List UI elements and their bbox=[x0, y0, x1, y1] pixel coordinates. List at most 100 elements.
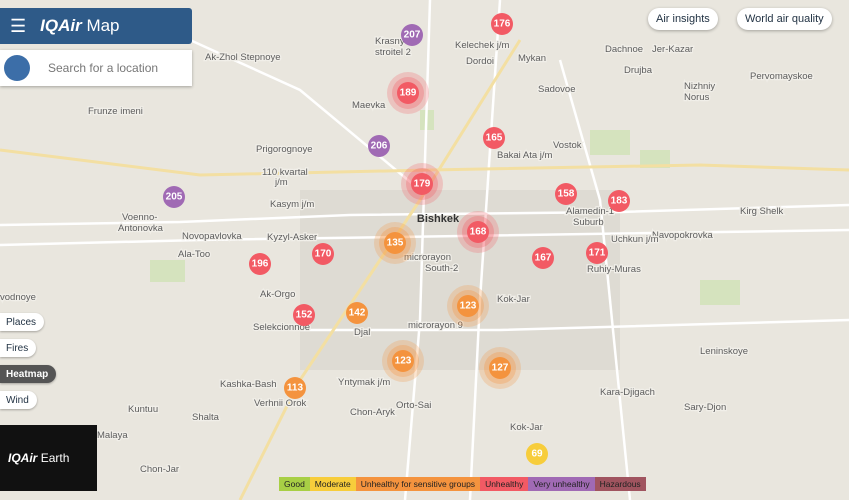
legend-item: Very unhealthy bbox=[528, 477, 595, 491]
aqi-marker[interactable] bbox=[608, 190, 630, 212]
place-label: 110 kvartal bbox=[262, 167, 308, 178]
fires-button[interactable]: Fires bbox=[0, 339, 37, 357]
aqi-value: 206 bbox=[371, 141, 388, 152]
aqi-marker[interactable] bbox=[526, 443, 548, 465]
place-label: Krasny bbox=[375, 36, 405, 47]
aqi-value: 127 bbox=[492, 363, 509, 374]
aqi-marker[interactable] bbox=[397, 82, 419, 104]
road bbox=[0, 228, 849, 247]
place-label: Malaya bbox=[97, 430, 128, 441]
aqi-marker[interactable] bbox=[489, 357, 511, 379]
aqi-marker[interactable] bbox=[483, 127, 505, 149]
world-air-quality-button[interactable]: World air quality bbox=[737, 8, 832, 30]
aqi-marker[interactable] bbox=[586, 242, 608, 264]
search-box[interactable]: Search for a location bbox=[0, 50, 192, 86]
park bbox=[700, 280, 740, 305]
aqi-value: 207 bbox=[404, 30, 421, 41]
place-label: Norus bbox=[684, 92, 710, 103]
aqi-value: 205 bbox=[166, 192, 183, 203]
legend-item: Unhealthy bbox=[480, 477, 529, 491]
place-label: Vostok bbox=[553, 140, 582, 151]
park bbox=[640, 150, 670, 168]
road bbox=[468, 0, 502, 500]
label: Wind bbox=[6, 394, 29, 406]
place-label: Orto-Sai bbox=[396, 400, 431, 411]
place-label: Dachnoe bbox=[605, 44, 643, 55]
aqi-marker[interactable] bbox=[249, 253, 271, 275]
place-label: Kasym j/m bbox=[270, 199, 314, 210]
aqi-marker[interactable] bbox=[163, 186, 185, 208]
aqi-value: 123 bbox=[395, 356, 412, 367]
label: World air quality bbox=[745, 13, 824, 25]
heatmap-button[interactable]: Heatmap bbox=[0, 365, 57, 383]
aqi-marker[interactable] bbox=[457, 295, 479, 317]
aqi-marker[interactable] bbox=[401, 24, 423, 46]
aqi-marker[interactable] bbox=[392, 350, 414, 372]
place-label: Drujba bbox=[624, 65, 653, 76]
park bbox=[150, 260, 185, 282]
aqi-value: 168 bbox=[470, 227, 487, 238]
wind-button[interactable]: Wind bbox=[0, 391, 37, 409]
place-label: Uchkun j/m bbox=[611, 234, 659, 245]
place-label: Kyzyl-Asker bbox=[267, 232, 317, 243]
aqi-value: 196 bbox=[252, 259, 269, 270]
place-label: Prigorognoye bbox=[256, 144, 313, 155]
aqi-marker[interactable] bbox=[555, 183, 577, 205]
place-label: South-2 bbox=[425, 263, 458, 274]
place-label: Navopokrovka bbox=[652, 230, 713, 241]
search-placeholder[interactable]: Search for a location bbox=[48, 61, 159, 75]
place-label: Novopavlovka bbox=[182, 231, 242, 242]
place-label: Dordoi bbox=[466, 56, 494, 67]
place-label: Chon-Aryk bbox=[350, 407, 395, 418]
place-label: Mykan bbox=[518, 53, 546, 64]
aqi-marker[interactable] bbox=[368, 135, 390, 157]
aqi-marker[interactable] bbox=[532, 247, 554, 269]
air-insights-button[interactable]: Air insights bbox=[648, 8, 718, 30]
place-label: Kara-Djigach bbox=[600, 387, 655, 398]
aqi-value: 189 bbox=[400, 88, 417, 99]
place-label: vodnoye bbox=[0, 292, 36, 303]
menu-icon[interactable]: ☰ bbox=[10, 15, 27, 36]
aqi-value: 167 bbox=[535, 253, 552, 264]
places-button[interactable]: Places bbox=[0, 313, 45, 331]
place-label: Ruhiy-Muras bbox=[587, 264, 641, 275]
aqi-marker[interactable] bbox=[411, 173, 433, 195]
place-label: Chon-Jar bbox=[140, 464, 179, 475]
place-label: Leninskoye bbox=[700, 346, 748, 357]
aqi-marker[interactable] bbox=[491, 13, 513, 35]
aqi-marker[interactable] bbox=[293, 304, 315, 326]
legend-item: Unhealthy for sensitive groups bbox=[355, 477, 481, 491]
place-label: Ak-Zhol Stepnoye bbox=[205, 52, 281, 63]
aqi-value: 183 bbox=[611, 196, 628, 207]
aqi-marker[interactable] bbox=[467, 221, 489, 243]
aqi-marker[interactable] bbox=[346, 302, 368, 324]
place-label: Nizhniy bbox=[684, 81, 715, 92]
place-label: Suburb bbox=[573, 217, 604, 228]
locate-button[interactable] bbox=[4, 55, 30, 81]
legend-item: Hazardous bbox=[594, 477, 646, 491]
aqi-marker[interactable] bbox=[384, 232, 406, 254]
aqi-value: 170 bbox=[315, 249, 332, 260]
place-label: Kirg Shelk bbox=[740, 206, 784, 217]
earth-button[interactable]: IQAir Earth bbox=[0, 425, 97, 491]
highway bbox=[238, 39, 522, 500]
place-label: microrayon bbox=[404, 252, 451, 263]
place-label: Pervomayskoe bbox=[750, 71, 813, 82]
aqi-marker[interactable] bbox=[312, 243, 334, 265]
place-label: Maevka bbox=[352, 100, 386, 111]
legend-item: Moderate bbox=[309, 477, 356, 491]
place-label: Shalta bbox=[192, 412, 220, 423]
aqi-value: 179 bbox=[414, 179, 431, 190]
map-base bbox=[150, 110, 740, 305]
place-label: Voenno- bbox=[122, 212, 157, 223]
place-label: Ak-Orgo bbox=[260, 289, 295, 300]
city-label: Bishkek bbox=[417, 213, 460, 225]
aqi-marker[interactable] bbox=[284, 377, 306, 399]
place-label: Sadovoe bbox=[538, 84, 576, 95]
place-label: Kok-Jar bbox=[510, 422, 543, 433]
label: Places bbox=[6, 316, 37, 328]
aqi-value: 165 bbox=[486, 133, 503, 144]
